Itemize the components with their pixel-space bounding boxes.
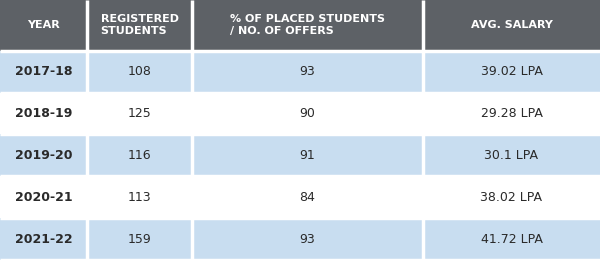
Bar <box>192 218 423 260</box>
Text: 2018-19: 2018-19 <box>15 107 72 120</box>
Text: % OF PLACED STUDENTS
/ NO. OF OFFERS: % OF PLACED STUDENTS / NO. OF OFFERS <box>230 14 385 36</box>
Text: 108: 108 <box>128 65 151 78</box>
Bar <box>423 176 600 218</box>
Text: 30.1 LPA: 30.1 LPA <box>485 149 539 162</box>
Text: REGISTERED
STUDENTS: REGISTERED STUDENTS <box>101 14 179 36</box>
Bar <box>0 0 87 51</box>
Bar <box>423 0 600 51</box>
Bar <box>87 218 192 260</box>
Bar <box>0 218 87 260</box>
Text: 159: 159 <box>128 232 151 245</box>
Bar <box>0 51 87 93</box>
Text: 93: 93 <box>299 65 316 78</box>
Bar <box>0 93 87 134</box>
Bar <box>0 134 87 176</box>
Bar <box>423 134 600 176</box>
Bar <box>192 93 423 134</box>
Text: 41.72 LPA: 41.72 LPA <box>481 232 542 245</box>
Bar <box>423 218 600 260</box>
Bar <box>87 51 192 93</box>
Text: 39.02 LPA: 39.02 LPA <box>481 65 542 78</box>
Text: 38.02 LPA: 38.02 LPA <box>481 191 542 204</box>
Bar <box>192 0 423 51</box>
Bar <box>192 51 423 93</box>
Bar <box>0 176 87 218</box>
Text: 2017-18: 2017-18 <box>15 65 72 78</box>
Bar <box>87 93 192 134</box>
Text: 91: 91 <box>299 149 316 162</box>
Text: 2021-22: 2021-22 <box>14 232 73 245</box>
Text: 2019-20: 2019-20 <box>15 149 72 162</box>
Bar <box>192 134 423 176</box>
Text: 93: 93 <box>299 232 316 245</box>
Text: 90: 90 <box>299 107 316 120</box>
Text: 29.28 LPA: 29.28 LPA <box>481 107 542 120</box>
Bar <box>423 51 600 93</box>
Text: 113: 113 <box>128 191 151 204</box>
Text: YEAR: YEAR <box>27 20 60 30</box>
Bar <box>87 176 192 218</box>
Text: 125: 125 <box>128 107 151 120</box>
Text: 116: 116 <box>128 149 151 162</box>
Text: 2020-21: 2020-21 <box>14 191 73 204</box>
Bar <box>192 176 423 218</box>
Bar <box>87 134 192 176</box>
Text: 84: 84 <box>299 191 316 204</box>
Bar <box>87 0 192 51</box>
Bar <box>423 93 600 134</box>
Text: AVG. SALARY: AVG. SALARY <box>470 20 553 30</box>
